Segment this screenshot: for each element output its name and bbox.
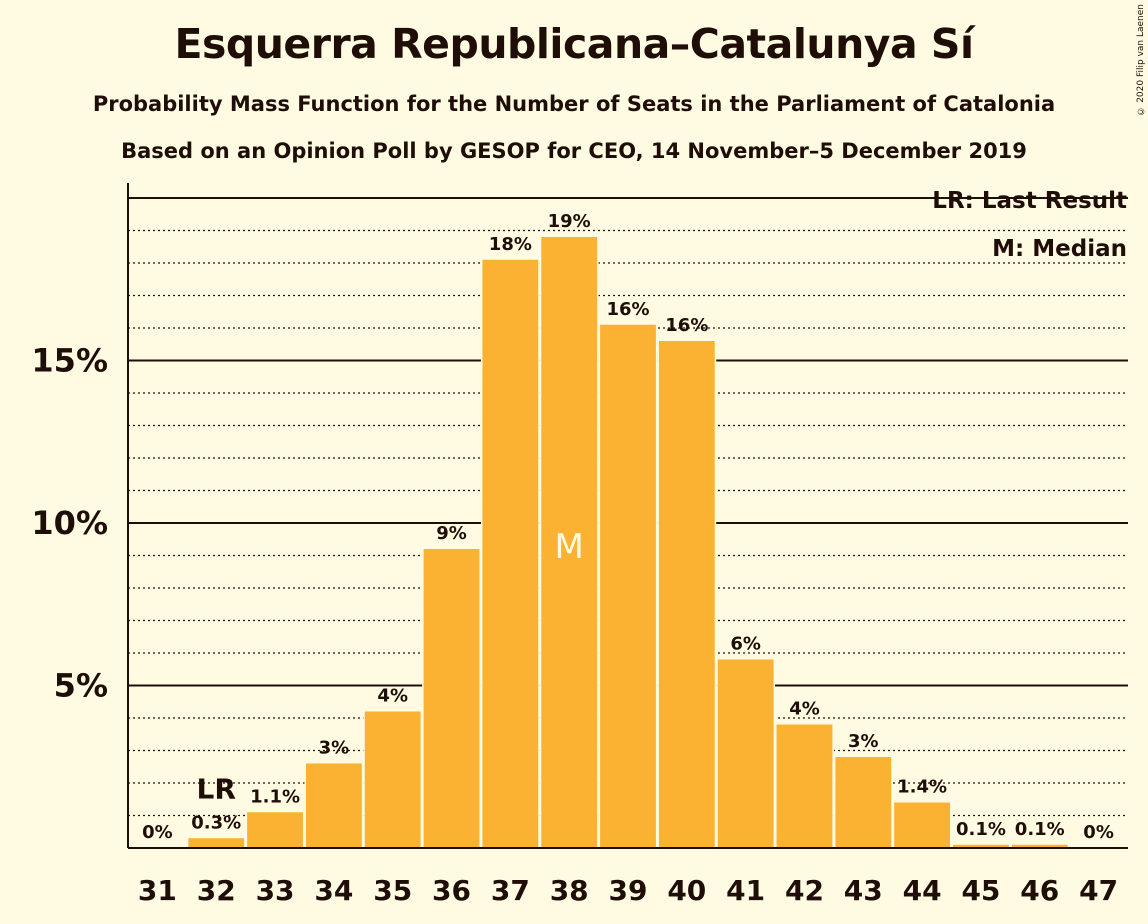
median-marker: M xyxy=(555,527,584,567)
x-tick-label: 40 xyxy=(667,874,706,907)
bar-seat-41 xyxy=(717,659,774,848)
x-tick-label: 31 xyxy=(138,874,177,907)
x-tick-label: 45 xyxy=(961,874,1000,907)
x-tick-label: 47 xyxy=(1079,874,1118,907)
last-result-marker: LR xyxy=(197,772,236,805)
bar-seat-43 xyxy=(835,757,892,848)
x-tick-label: 42 xyxy=(785,874,824,907)
axes: 5% 10% 15% 31 32 33 34 35 36 37 38 39 40 41 42 43 44 45 46… xyxy=(31,183,1128,907)
x-tick-label: 39 xyxy=(609,874,648,907)
bar-value-label: 0% xyxy=(1083,822,1114,843)
bar-seat-44 xyxy=(894,802,951,848)
x-tick-label: 33 xyxy=(256,874,295,907)
x-tick-label: 44 xyxy=(903,874,942,907)
bar-seat-33 xyxy=(247,812,303,848)
bar-seat-34 xyxy=(305,763,362,848)
bar-seat-40 xyxy=(658,341,715,848)
bar-value-label: 16% xyxy=(606,299,649,320)
x-tick-label: 43 xyxy=(844,874,883,907)
bar-seat-38 xyxy=(541,237,598,848)
bars: 0% 0.3% 1.1% 3% 4% 9% 18% 19% 16% 16% 6% 4% 3% 1.4% 0.… xyxy=(142,211,1114,848)
legend-last-result: LR: Last Result xyxy=(932,188,1127,214)
bar-seat-45 xyxy=(953,844,1009,848)
bar-seat-42 xyxy=(776,724,833,848)
y-tick-label: 5% xyxy=(54,667,108,705)
chart-subtitle: Probability Mass Function for the Number… xyxy=(92,92,1056,116)
legend-median: M: Median xyxy=(992,236,1127,262)
bar-value-label: 3% xyxy=(848,731,879,752)
bar-value-label: 4% xyxy=(789,699,820,720)
bar-value-label: 1.1% xyxy=(250,786,300,807)
y-tick-label: 10% xyxy=(31,504,108,542)
bar-value-label: 0% xyxy=(142,822,173,843)
bar-value-label: 4% xyxy=(377,686,408,707)
bar-value-label: 19% xyxy=(548,211,591,232)
x-tick-label: 37 xyxy=(491,874,530,907)
bar-seat-39 xyxy=(600,324,656,848)
bar-seat-32 xyxy=(188,838,245,848)
x-tick-label: 32 xyxy=(197,874,236,907)
bar-value-label: 0.1% xyxy=(1015,819,1065,840)
bar-value-label: 1.4% xyxy=(897,777,947,798)
bar-seat-35 xyxy=(364,711,421,848)
x-tick-label: 36 xyxy=(432,874,471,907)
bar-value-label: 9% xyxy=(436,523,467,544)
bar-value-label: 3% xyxy=(319,738,350,759)
bar-value-label: 18% xyxy=(489,234,532,255)
x-tick-label: 46 xyxy=(1020,874,1059,907)
y-tick-label: 15% xyxy=(31,342,108,380)
bar-value-label: 16% xyxy=(665,315,708,336)
x-tick-label: 41 xyxy=(726,874,765,907)
x-tick-label: 35 xyxy=(373,874,412,907)
bar-seat-37 xyxy=(482,259,539,848)
x-tick-label: 38 xyxy=(550,874,589,907)
chart-source: Based on an Opinion Poll by GESOP for CE… xyxy=(121,139,1027,163)
chart-title: Esquerra Republicana–Catalunya Sí xyxy=(174,20,974,68)
bar-value-label: 0.1% xyxy=(956,819,1006,840)
bar-seat-46 xyxy=(1011,844,1068,848)
bar-value-label: 6% xyxy=(730,634,761,655)
bar-value-label: 0.3% xyxy=(191,812,241,833)
x-tick-label: 34 xyxy=(314,874,353,907)
bar-seat-36 xyxy=(423,549,480,848)
